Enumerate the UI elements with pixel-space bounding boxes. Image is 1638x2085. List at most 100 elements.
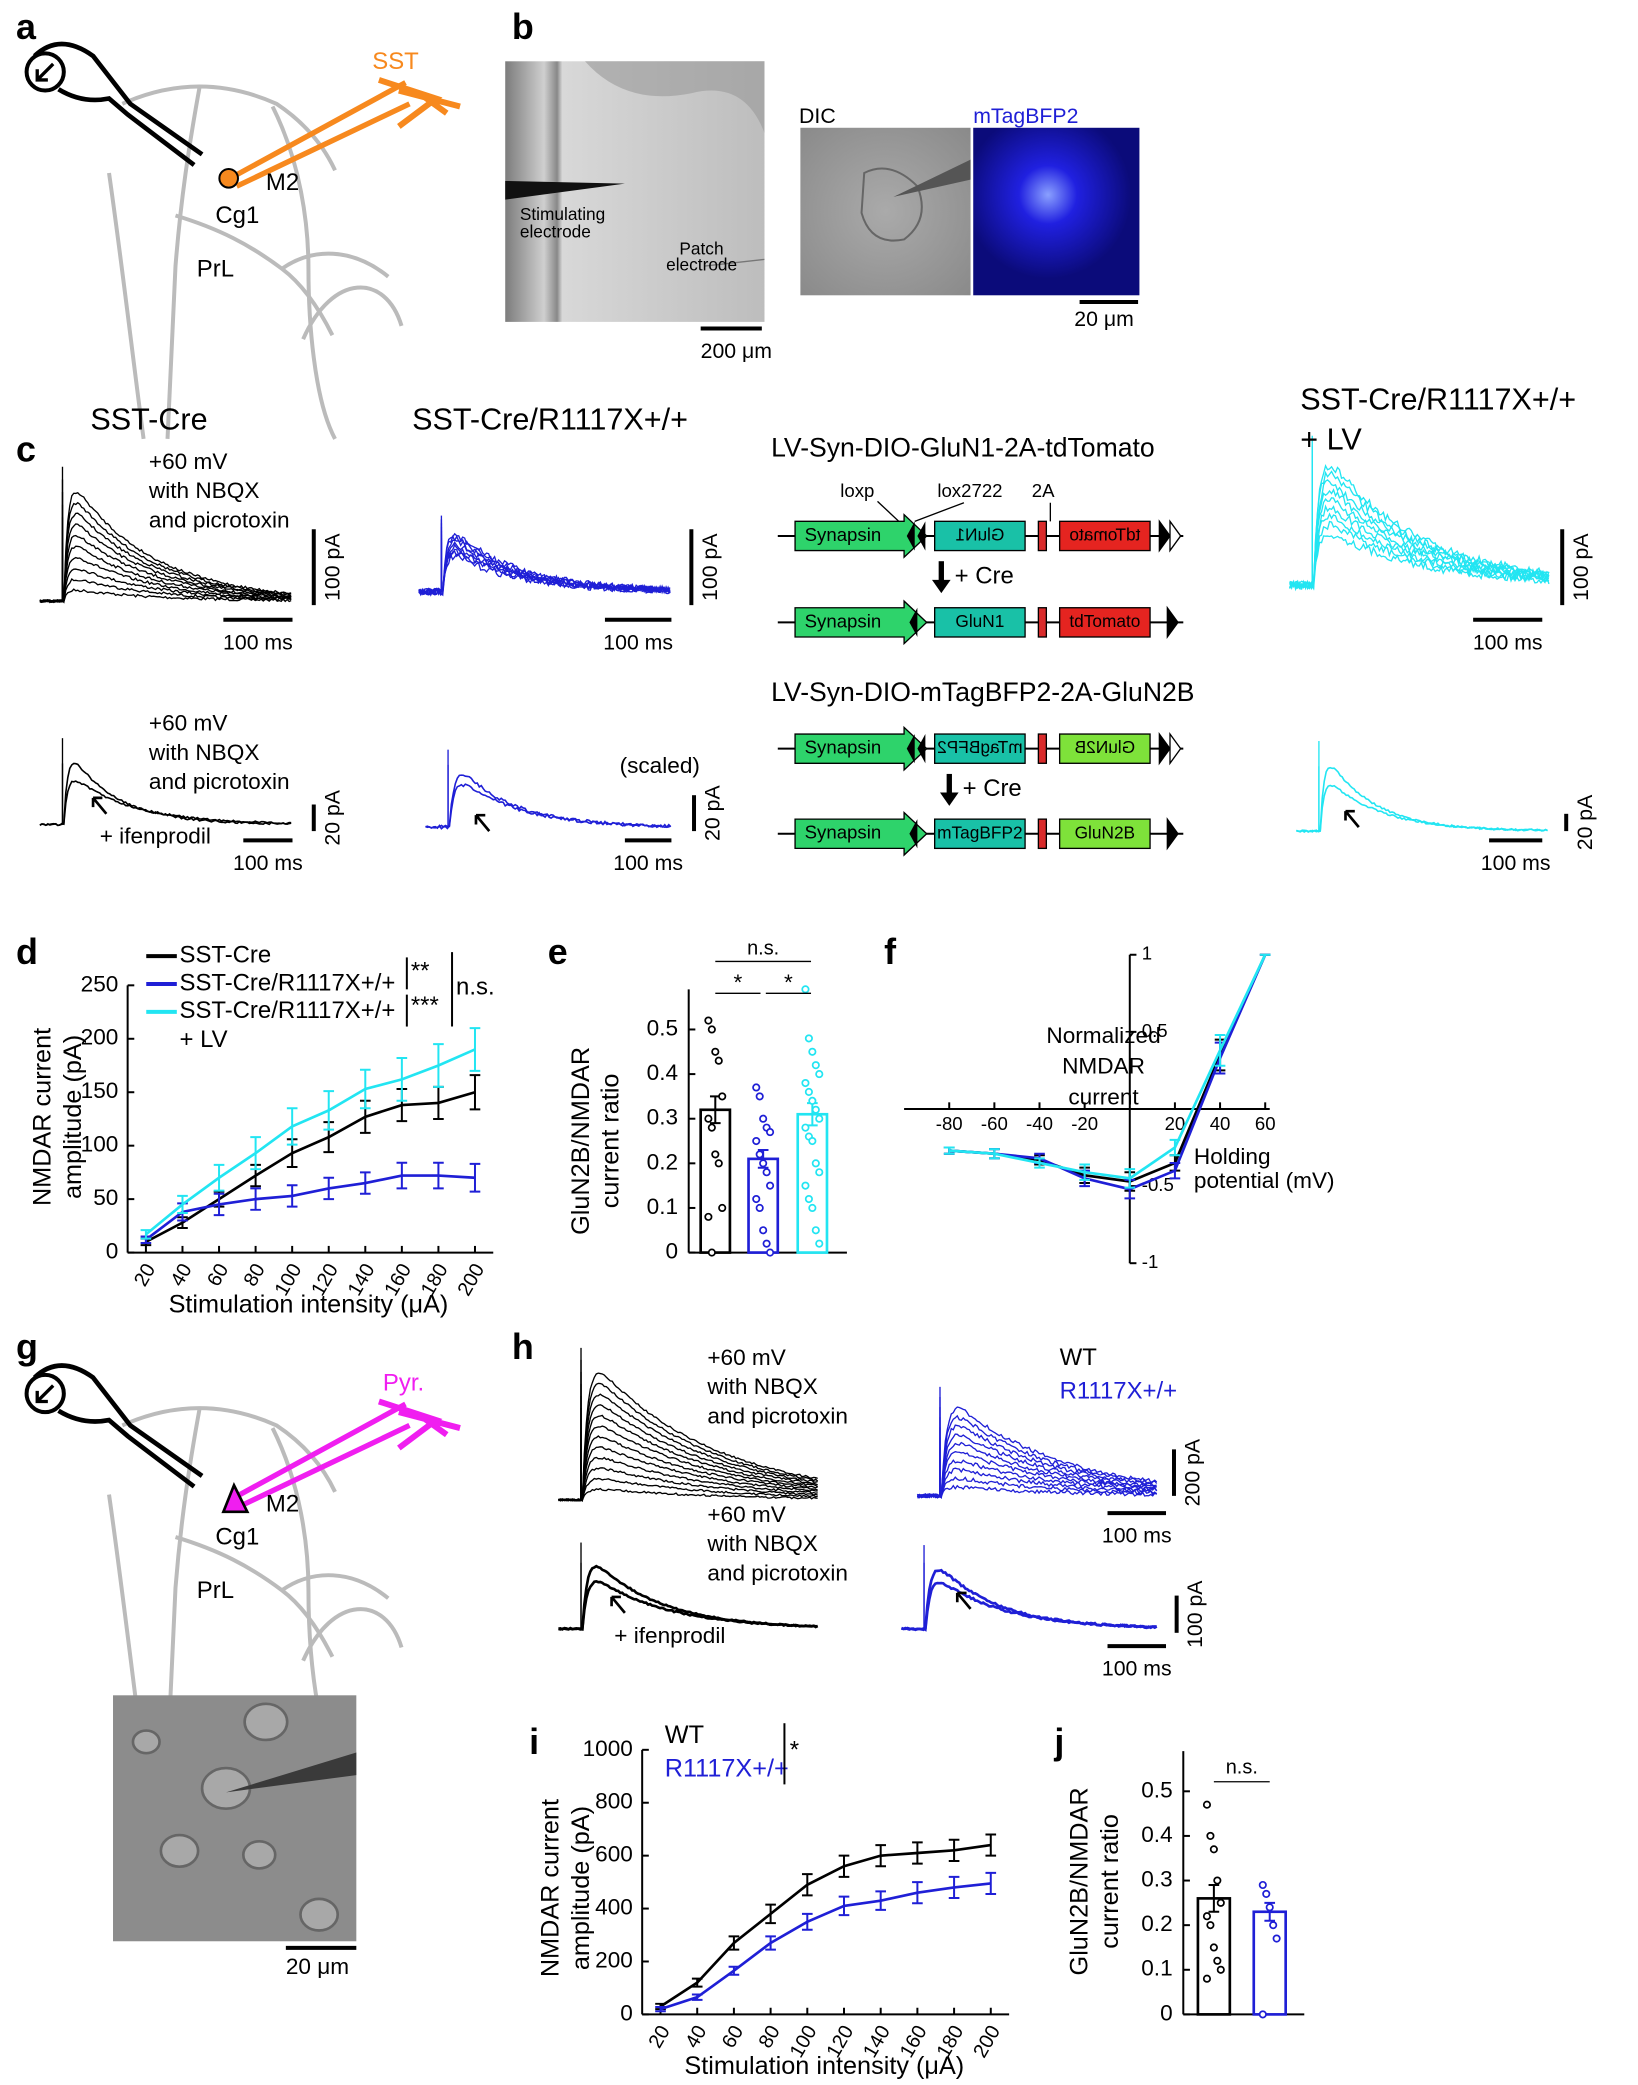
error-bar <box>396 1057 408 1102</box>
data-point <box>704 1212 713 1221</box>
y-axis-label: current ratio <box>596 1074 624 1209</box>
bar <box>699 1108 732 1254</box>
trace <box>558 1467 818 1502</box>
trace <box>917 1476 1158 1499</box>
error-bar <box>250 1136 261 1171</box>
lox-site <box>906 734 915 764</box>
label: mTagBFP2 <box>973 104 1078 128</box>
y-tick-label: 0.3 <box>647 1105 678 1130</box>
data-point <box>766 1248 775 1257</box>
scale-label: 100 pA <box>1569 533 1593 601</box>
trace <box>916 1459 1158 1499</box>
error-bar <box>286 1107 298 1146</box>
label: loxp <box>840 480 874 501</box>
data-point <box>762 1239 771 1248</box>
data-point <box>755 1203 764 1213</box>
condition: and picrotoxin <box>707 1403 848 1428</box>
brain-outline <box>165 87 202 439</box>
label: (scaled) <box>620 753 700 778</box>
y-axis-label: amplitude (pA) <box>567 1806 595 1970</box>
y-tick-label: -1 <box>1142 1251 1159 1272</box>
error-bar <box>1124 1168 1136 1189</box>
y-tick-label: 1000 <box>583 1736 633 1761</box>
label: * <box>733 970 742 995</box>
region-label: M2 <box>266 1491 299 1518</box>
trace <box>558 1579 818 1632</box>
data-point <box>1202 1912 1212 1921</box>
x-tick-label: 60 <box>203 1260 233 1290</box>
x-tick-label: 40 <box>1210 1113 1231 1134</box>
promoter <box>794 725 928 772</box>
trace <box>916 1406 1158 1499</box>
element-label: Synapsin <box>805 737 882 758</box>
data-point <box>1272 1934 1281 1943</box>
x-tick-label: 20 <box>130 1260 160 1290</box>
lox-site <box>909 819 918 849</box>
y-tick-label: 0 <box>665 1239 678 1264</box>
error-bar <box>213 1163 225 1192</box>
error-bar <box>728 1965 740 1976</box>
label: DIC <box>799 104 836 128</box>
y-tick-label: 0 <box>620 2000 633 2025</box>
data-point <box>1209 1845 1218 1854</box>
legend-line: SST-Cre/R1117X+/+ <box>179 997 401 1024</box>
series-line <box>145 1090 476 1244</box>
scale-label: 20 pA <box>701 785 725 841</box>
series-line <box>659 1843 991 2008</box>
scale-label: 100 ms <box>223 630 293 654</box>
data-point <box>1216 1898 1225 1907</box>
lox-site <box>1169 732 1182 766</box>
error-bar <box>875 1844 887 1868</box>
trace <box>558 1435 818 1502</box>
region-label: M2 <box>266 169 299 196</box>
series-line <box>949 954 1267 1180</box>
fluor-image <box>973 127 1140 296</box>
region-label: PrL <box>197 255 234 282</box>
data-point <box>811 1159 820 1168</box>
lox-site <box>1169 519 1182 553</box>
trace <box>558 1425 819 1502</box>
x-axis-label: potential (mV) <box>1194 1168 1335 1193</box>
data-point <box>801 1181 810 1190</box>
x-tick-label: 200 <box>969 2022 1005 2062</box>
data-point <box>815 1070 824 1079</box>
data-point <box>704 1016 713 1025</box>
trace <box>1289 464 1550 590</box>
error-bar <box>838 1854 850 1878</box>
dic-cell <box>860 167 923 242</box>
element <box>934 520 1026 552</box>
condition: and picrotoxin <box>149 769 290 794</box>
data-point <box>811 1226 820 1235</box>
error-bar <box>691 1993 703 2001</box>
condition: +60 mV <box>707 1502 786 1527</box>
brain-outline <box>107 172 146 440</box>
label: *** <box>411 992 439 1019</box>
error-bar <box>359 1068 371 1110</box>
x-axis-label: Stimulation intensity (μA) <box>684 2052 964 2080</box>
trace <box>558 1382 819 1502</box>
neuron <box>221 1481 250 1514</box>
error-bar <box>948 1875 960 1899</box>
brain-outline <box>165 1409 202 1761</box>
y-tick-label: 0 <box>106 1239 119 1264</box>
y-tick-label: 0.5 <box>1141 1777 1172 1802</box>
error-bar <box>765 1935 776 1951</box>
pipette <box>231 1401 411 1511</box>
trace <box>558 1404 818 1502</box>
schematic: SST M2 Cg1 PrL <box>24 41 461 440</box>
label: 20 μm <box>286 1954 349 1979</box>
scale-label: 100 ms <box>1102 1524 1172 1548</box>
data-point <box>752 1083 761 1092</box>
element <box>1058 607 1151 638</box>
error-bar <box>1169 1161 1181 1180</box>
arrow <box>955 1591 972 1610</box>
panel-letter: i <box>529 1722 539 1762</box>
x-tick-label: -20 <box>1071 1113 1098 1134</box>
column-title: SST-Cre/R1117X+/+ <box>412 403 688 437</box>
data-point <box>801 985 810 994</box>
panel-letter: e <box>548 932 568 972</box>
y-tick-label: 0.5 <box>647 1015 678 1040</box>
trace <box>39 568 292 603</box>
trace <box>1289 479 1550 591</box>
trace <box>39 588 292 604</box>
